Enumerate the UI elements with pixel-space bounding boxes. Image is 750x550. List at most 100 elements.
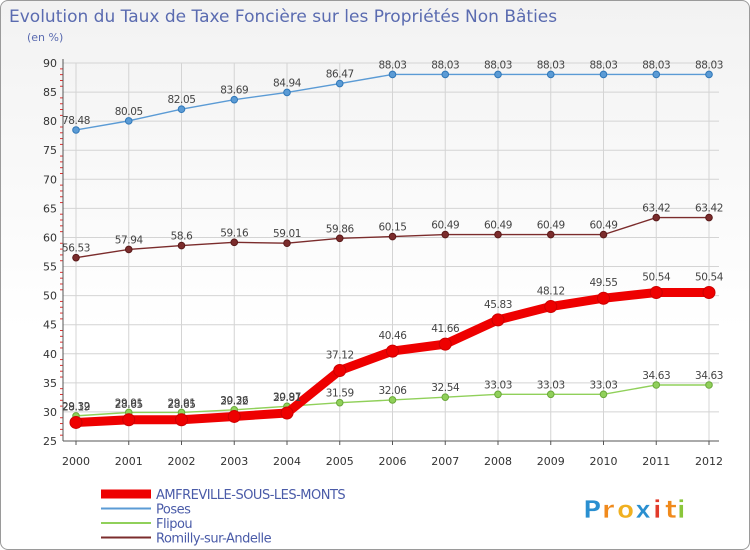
data-point (705, 381, 713, 389)
y-tick-label: 45 (43, 319, 57, 332)
y-tick-label: 40 (43, 348, 57, 361)
data-point (175, 413, 188, 427)
data-point (705, 70, 713, 79)
data-point (283, 88, 291, 97)
logo-letter: r (602, 495, 615, 524)
legend-label: Romilly-sur-Andelle (156, 532, 272, 547)
y-tick-label: 70 (43, 173, 57, 186)
data-point (177, 241, 186, 250)
data-point (177, 105, 186, 114)
logo-letter: x (635, 495, 651, 524)
data-point (124, 117, 133, 125)
data-label: 82.05 (167, 94, 195, 106)
data-point (388, 70, 397, 79)
y-tick-label: 80 (43, 115, 57, 128)
y-tick-label: 35 (43, 377, 57, 390)
x-tick-label: 2008 (484, 455, 512, 468)
data-label: 33.03 (484, 379, 512, 391)
data-label: 50.54 (642, 271, 671, 283)
x-tick-label: 2007 (431, 455, 459, 468)
data-label: 34.63 (642, 370, 670, 382)
data-point (335, 398, 344, 407)
grid (63, 62, 719, 441)
data-point (491, 313, 505, 327)
data-point (599, 230, 608, 239)
data-label: 32.54 (431, 382, 460, 394)
data-point (652, 381, 661, 389)
data-point (544, 300, 558, 314)
logo-letter: t (665, 495, 677, 524)
legend-label: Poses (156, 503, 191, 518)
y-tick-label: 50 (43, 290, 57, 303)
data-label: 88.03 (695, 59, 723, 71)
data-point (705, 213, 713, 222)
y-tick-label: 75 (43, 144, 57, 157)
logo-letter: o (617, 495, 634, 524)
y-tick-label: 90 (43, 57, 57, 70)
data-label: 63.42 (695, 203, 723, 215)
data-point (335, 234, 344, 243)
data-label: 30.97 (273, 391, 301, 403)
data-label: 32.06 (378, 385, 407, 397)
data-point (599, 390, 608, 399)
data-point (386, 344, 399, 358)
logo-letter: P (583, 495, 601, 524)
data-label: 86.47 (326, 69, 354, 81)
data-point (227, 409, 241, 423)
x-tick-label: 2010 (590, 455, 618, 468)
data-label: 83.69 (220, 85, 248, 97)
data-label: 28.65 (115, 399, 143, 411)
data-point (494, 230, 502, 239)
data-point (441, 230, 450, 239)
data-point (122, 413, 136, 427)
data-point (652, 213, 661, 222)
data-point (441, 70, 450, 79)
series-lines (69, 70, 716, 429)
data-point (702, 285, 716, 299)
data-label: 88.03 (642, 59, 670, 71)
y-tick-label: 55 (43, 261, 57, 274)
data-label: 28.19 (62, 401, 90, 413)
x-tick-label: 2006 (379, 455, 407, 468)
data-label: 78.48 (62, 115, 90, 127)
data-point (333, 364, 347, 378)
y-tick-label: 25 (43, 435, 57, 448)
x-tick-label: 2011 (642, 455, 670, 468)
data-point (441, 393, 450, 401)
data-label: 58.6 (171, 231, 193, 243)
x-tick-label: 2002 (168, 455, 196, 468)
x-tick-label: 2005 (326, 455, 354, 468)
y-axis-unit: (en %) (27, 31, 63, 44)
data-label: 88.03 (537, 59, 565, 71)
legend-label: Flipou (156, 517, 192, 532)
data-label: 60.15 (378, 222, 406, 234)
axes: 25 30 35 40 45 50 55 60 65 70 75 80 85 90 2000 2001 2002… (43, 57, 723, 468)
data-point (546, 230, 555, 239)
x-tick-label: 2004 (273, 455, 301, 468)
data-label: 60.49 (537, 220, 565, 232)
data-label: 57.94 (115, 234, 144, 246)
x-tick-label: 2003 (220, 455, 248, 468)
data-point (494, 70, 502, 79)
data-label: 49.55 (589, 277, 617, 289)
data-point (599, 70, 608, 79)
y-tick-label: 85 (43, 86, 57, 99)
data-label: 40.46 (378, 330, 407, 342)
data-label: 63.42 (642, 203, 670, 215)
data-point (280, 406, 294, 420)
data-point (597, 291, 610, 305)
data-point (72, 253, 80, 262)
data-label: 88.03 (589, 59, 617, 71)
data-point (438, 337, 452, 351)
logo-letter: i (677, 495, 686, 524)
data-point (124, 245, 133, 254)
data-label: 56.53 (62, 243, 90, 255)
logo-letter: i (653, 495, 662, 524)
x-tick-label: 2000 (62, 455, 90, 468)
x-tick-label: 2012 (695, 455, 723, 468)
data-label: 60.49 (484, 220, 512, 232)
data-label: 88.03 (431, 59, 459, 71)
y-tick-label: 65 (43, 202, 57, 215)
data-label: 80.05 (115, 106, 143, 118)
x-tick-label: 2001 (115, 455, 143, 468)
